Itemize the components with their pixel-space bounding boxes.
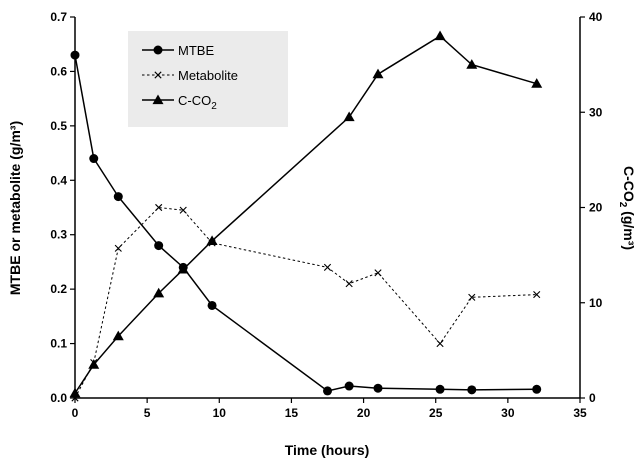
data-point-mtbe [467,385,477,395]
data-point-mtbe [532,384,542,394]
data-point-c-co2 [372,68,384,79]
data-point-metabolite [323,263,332,271]
data-point-c-co2 [343,111,355,122]
y-left-axis-title: MTBE or metabolite (g/m³) [7,121,23,295]
y-left-tick-label: 0.5 [50,119,67,133]
legend-label: MTBE [178,43,214,58]
y-right-title-main: C-CO [621,166,637,202]
series-line-metabolite [74,206,537,399]
data-point-metabolite [468,293,476,301]
y-right-title-tail: (g/m³) [621,207,637,250]
data-point-c-co2 [88,359,100,369]
legend-label: Metabolite [178,68,238,83]
x-tick-label: 35 [573,406,587,420]
data-point-mtbe [113,192,123,202]
legend-entries: MTBE Metabolite C-CO2 [142,43,238,112]
x-axis-ticks: 0 5 10 15 20 25 30 35 [72,398,587,420]
y-left-axis-ticks: 0.0 0.1 0.2 0.3 0.4 0.5 0.6 0.7 [50,10,75,405]
data-point-c-co2 [69,387,81,398]
data-point-metabolite [436,339,444,348]
x-axis-title: Time (hours) [285,442,370,458]
series-layer [69,30,543,402]
y-right-axis-title: C-CO2 (g/m³) [617,166,637,250]
x-tick-label: 15 [285,406,299,420]
legend: MTBE Metabolite C-CO2 [128,31,288,127]
legend-entry-mtbe: MTBE [142,43,214,58]
data-point-metabolite [155,203,163,212]
x-tick-label: 20 [357,406,371,420]
data-point-c-co2 [434,30,446,41]
data-point-metabolite [114,244,122,252]
y-left-tick-label: 0.4 [50,173,67,187]
y-left-tick-label: 0.1 [50,337,67,351]
data-point-mtbe [70,50,80,60]
legend-label-sub: 2 [211,101,217,112]
y-left-tick-label: 0.0 [50,391,67,405]
y-right-axis-ticks: 0 10 20 30 40 [580,10,603,405]
y-left-tick-label: 0.7 [50,10,67,24]
data-point-c-co2 [531,78,543,88]
data-point-metabolite [345,280,353,288]
y-left-tick-label: 0.6 [50,64,67,78]
x-tick-label: 25 [429,406,443,420]
series-c-co2 [69,30,543,398]
data-point-metabolite [179,206,187,214]
legend-label-main: Metabolite [178,68,238,83]
series-metabolite [71,203,541,402]
data-point-c-co2 [112,330,124,341]
legend-entry-c-co2: C-CO2 [142,93,217,112]
data-point-mtbe [207,300,217,310]
legend-label-main: C-CO [178,93,211,108]
data-point-c-co2 [206,235,218,245]
data-point-mtbe [373,383,383,393]
legend-label: C-CO2 [178,93,217,112]
data-point-mtbe [435,384,445,394]
y-right-tick-label: 40 [589,10,603,24]
legend-marker [153,45,163,55]
x-tick-label: 30 [501,406,515,420]
y-right-title-sub: 2 [617,202,628,208]
series-mtbe [70,50,542,396]
y-right-tick-label: 0 [589,391,596,405]
series-line-mtbe [74,54,537,392]
legend-marker [154,71,162,79]
x-tick-label: 10 [213,406,227,420]
x-tick-label: 0 [72,406,79,420]
legend-label-main: MTBE [178,43,214,58]
data-point-c-co2 [466,59,478,69]
y-right-tick-label: 20 [589,201,603,215]
y-right-tick-label: 30 [589,105,603,119]
y-right-tick-label: 10 [589,296,603,310]
x-tick-label: 5 [144,406,151,420]
y-left-tick-label: 0.2 [50,282,67,296]
legend-marker [152,94,164,105]
data-point-metabolite [533,290,541,299]
data-point-c-co2 [177,263,189,274]
data-point-mtbe [89,154,99,164]
data-point-c-co2 [153,287,165,298]
y-left-tick-label: 0.3 [50,228,67,242]
data-point-mtbe [344,381,354,391]
data-point-mtbe [154,241,164,251]
data-point-metabolite [374,269,382,277]
legend-entry-metabolite: Metabolite [142,68,238,83]
data-point-mtbe [323,386,332,396]
